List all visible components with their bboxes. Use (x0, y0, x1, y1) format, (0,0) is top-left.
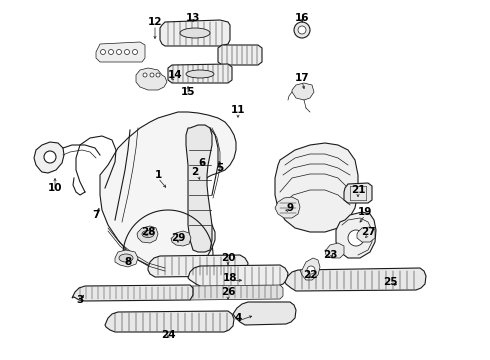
Text: 1: 1 (154, 170, 162, 180)
Polygon shape (171, 231, 191, 246)
Text: 29: 29 (171, 233, 185, 243)
Polygon shape (187, 285, 283, 300)
Circle shape (132, 49, 138, 54)
Polygon shape (188, 265, 288, 287)
Text: 24: 24 (161, 330, 175, 340)
Circle shape (44, 151, 56, 163)
Polygon shape (96, 42, 145, 62)
Polygon shape (285, 268, 426, 291)
Polygon shape (105, 311, 234, 332)
Text: 11: 11 (231, 105, 245, 115)
Text: 17: 17 (294, 73, 309, 83)
Text: 21: 21 (351, 185, 365, 195)
Polygon shape (344, 183, 372, 203)
Text: 15: 15 (181, 87, 195, 97)
Text: 2: 2 (192, 167, 198, 177)
Polygon shape (72, 285, 193, 301)
Ellipse shape (186, 70, 214, 78)
Circle shape (294, 22, 310, 38)
Text: 10: 10 (48, 183, 62, 193)
Ellipse shape (119, 254, 133, 262)
Text: 26: 26 (221, 287, 235, 297)
Text: 6: 6 (198, 158, 206, 168)
Ellipse shape (180, 28, 210, 38)
Text: 7: 7 (92, 210, 99, 220)
Circle shape (108, 49, 114, 54)
Text: 23: 23 (323, 250, 337, 260)
Text: 4: 4 (234, 313, 242, 323)
Text: 25: 25 (383, 277, 397, 287)
Circle shape (156, 73, 160, 77)
Circle shape (348, 230, 364, 246)
Polygon shape (100, 112, 236, 270)
Text: 18: 18 (223, 273, 237, 283)
Text: 3: 3 (76, 295, 84, 305)
Text: 19: 19 (358, 207, 372, 217)
Circle shape (124, 49, 129, 54)
Polygon shape (275, 197, 300, 218)
Polygon shape (148, 255, 248, 277)
Polygon shape (325, 243, 344, 258)
Polygon shape (160, 20, 230, 46)
Circle shape (150, 73, 154, 77)
Polygon shape (275, 143, 358, 232)
Polygon shape (34, 142, 64, 173)
Polygon shape (136, 68, 167, 90)
Polygon shape (168, 64, 232, 83)
Text: 8: 8 (124, 257, 132, 267)
Polygon shape (186, 125, 212, 252)
Polygon shape (300, 258, 320, 280)
Text: 22: 22 (303, 270, 317, 280)
Text: 5: 5 (217, 163, 223, 173)
Text: 20: 20 (221, 253, 235, 263)
Text: 12: 12 (148, 17, 162, 27)
Polygon shape (233, 302, 296, 325)
Circle shape (100, 49, 105, 54)
Text: 9: 9 (287, 203, 294, 213)
Polygon shape (336, 212, 376, 258)
Polygon shape (357, 227, 375, 242)
Text: 14: 14 (168, 70, 182, 80)
Circle shape (117, 49, 122, 54)
Ellipse shape (142, 230, 154, 238)
Circle shape (298, 26, 306, 34)
Circle shape (307, 266, 315, 274)
Text: 27: 27 (361, 227, 375, 237)
Polygon shape (137, 226, 158, 243)
Polygon shape (115, 250, 138, 267)
Polygon shape (218, 45, 262, 65)
Text: 16: 16 (295, 13, 309, 23)
Text: 28: 28 (141, 227, 155, 237)
Circle shape (143, 73, 147, 77)
Text: 13: 13 (186, 13, 200, 23)
Polygon shape (292, 83, 314, 100)
